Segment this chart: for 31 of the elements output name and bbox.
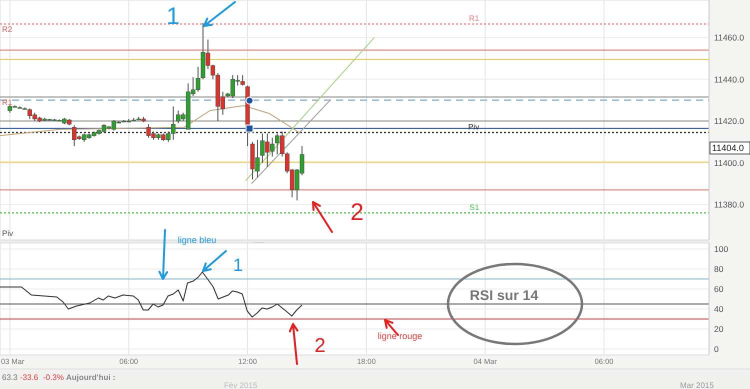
- line-series: [0, 272, 303, 318]
- y-tick-label: 40: [714, 304, 724, 314]
- y-tick-label: 11440.0: [714, 74, 744, 84]
- y-tick-label: 11400.0: [714, 158, 744, 168]
- y-tick-label: 0: [714, 344, 719, 354]
- annotation: 1: [166, 3, 180, 30]
- text: Mar 2015: [680, 381, 714, 389]
- annotation: 2: [350, 199, 364, 226]
- line-series: [0, 105, 300, 136]
- ref-line-label: S1: [469, 202, 480, 212]
- text: 11404.0: [712, 143, 744, 153]
- annotation: 1: [232, 255, 244, 275]
- annotation: R1: [2, 98, 13, 107]
- text: Aujourd'hui :: [66, 373, 116, 382]
- ref-line-label: R1: [468, 14, 480, 23]
- y-tick-label: 80: [714, 264, 724, 274]
- y-tick-label: 11460.0: [714, 32, 744, 43]
- y-tick-label: 60: [714, 284, 724, 294]
- annotation: ligne bleu: [178, 235, 216, 245]
- y-tick-label: 20: [714, 324, 724, 334]
- annotation: ligne rouge: [378, 331, 422, 341]
- y-tick-label: 11420.0: [714, 116, 744, 126]
- annotation: Piv: [2, 229, 14, 238]
- annotation: RSI sur 14: [470, 287, 538, 303]
- text: -33.6: [20, 373, 39, 382]
- annotation: R2: [2, 25, 13, 34]
- annotation: 2: [314, 335, 326, 357]
- text: 63.3: [2, 373, 18, 382]
- y-tick-label: 100: [714, 244, 728, 254]
- text: -0.3%: [43, 373, 64, 382]
- y-tick-label: 11380.0: [714, 200, 744, 210]
